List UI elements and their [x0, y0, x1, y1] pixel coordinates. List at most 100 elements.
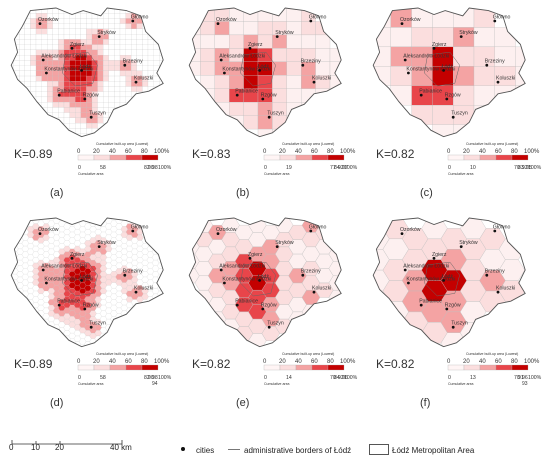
grid-cell	[47, 107, 53, 113]
city-dot-koluszki	[496, 290, 500, 294]
grid-cell	[114, 96, 121, 103]
city-label-konstantynow: Konstantynów Łódzki	[222, 277, 271, 283]
grid-cell	[52, 60, 59, 66]
grid-cell	[63, 112, 70, 118]
grid-cell	[108, 65, 115, 71]
grid-cell	[75, 117, 81, 124]
city-label-strykow: Stryków	[97, 240, 116, 246]
city-dot-glowno	[131, 19, 135, 23]
legend-built-tick: 60	[495, 359, 502, 365]
grid-cell	[131, 86, 137, 92]
city-label-tuszyn: Tuszyn	[89, 111, 106, 117]
grid-cell	[80, 86, 87, 92]
legend-swatch	[495, 364, 513, 371]
grid-cell	[91, 123, 98, 129]
legend-built-tick: 0	[77, 149, 81, 155]
grid-cell	[329, 88, 342, 103]
city-label-brzeziny: Brzeziny	[485, 59, 505, 65]
city-label-koluszki: Koluszki	[134, 286, 153, 292]
city-label-zgierz: Zgierz	[248, 42, 263, 48]
grid-cells	[189, 218, 342, 347]
legend-swatch	[141, 154, 159, 161]
grid-cell	[229, 34, 244, 49]
legend-built-tick: 100%	[340, 359, 356, 365]
city-label-strykow: Stryków	[97, 30, 116, 36]
grid-cell	[19, 65, 25, 71]
city-dot-rzgow	[83, 307, 87, 311]
grid-cell	[63, 102, 70, 108]
city-label-glowno: Głowno	[493, 15, 511, 21]
k-value: K=0.82	[376, 357, 415, 371]
legend-cum-100: 100%	[158, 375, 172, 381]
grid-cell	[75, 123, 81, 129]
grid-cell	[80, 81, 87, 87]
grid-cell	[35, 70, 42, 77]
grid-cell	[63, 96, 70, 103]
legend-cum-tick: 0	[448, 165, 451, 171]
city-label-pabianice: Pabianice	[235, 299, 258, 305]
grid-cell	[19, 49, 25, 56]
grid-cell	[243, 115, 259, 130]
city-dot-aleksandrow	[41, 268, 45, 272]
city-dot-strykow	[275, 35, 279, 38]
legend-cum-tick: 92	[338, 165, 344, 171]
grid-cell	[108, 13, 115, 19]
grid-cell	[257, 21, 273, 36]
key-metro: Łódź Metropolitan Area	[392, 446, 475, 455]
city-dot-zgierz	[70, 256, 74, 260]
legend-cum-100: 100%	[344, 375, 358, 381]
city-dot-rzgow	[445, 97, 449, 101]
city-label-aleksandrow: Aleksandrów Łódzki	[219, 264, 265, 270]
city-dot-pabianice	[419, 303, 423, 307]
grid-cell	[147, 65, 154, 71]
lodz-border	[62, 261, 98, 297]
grid-cell	[58, 81, 65, 87]
legend-built-tick: 40	[479, 359, 486, 365]
grid-cell	[142, 39, 149, 45]
k-value: K=0.89	[14, 147, 53, 161]
grid-cell	[30, 60, 37, 66]
metro-border	[188, 217, 342, 348]
grid-cell	[114, 75, 121, 82]
map-panel-e: Ozorków Głowno Stryków Zgierz Aleksandrów Łó…	[188, 217, 358, 409]
grid-cell	[108, 18, 115, 24]
grid-cell	[47, 75, 53, 82]
grid-cell	[286, 102, 302, 116]
legend-cum-tick: 0	[264, 375, 267, 381]
grid-cell	[41, 96, 48, 103]
grid-cell	[136, 81, 143, 87]
grid-cell	[52, 44, 59, 50]
grid-cell	[473, 105, 495, 125]
grid-cell	[58, 107, 65, 113]
grid-cell	[114, 55, 121, 61]
city-label-rzgow: Rzgów	[445, 303, 461, 309]
grid-cell	[69, 18, 76, 24]
grid-cell	[47, 39, 53, 45]
grid-cell	[47, 81, 53, 87]
legend-built-tick: 80	[511, 149, 518, 155]
grid-cell	[24, 28, 31, 35]
grid-cell	[103, 49, 109, 56]
legend-area-title: Cumulative area	[448, 172, 474, 176]
legend-built-tick: 80	[141, 149, 148, 155]
legend-built-title: Cumulative built-up area (Lowest)	[282, 352, 334, 356]
grid-cell	[125, 28, 132, 35]
city-label-lodz: Łódź	[258, 274, 270, 280]
scale-tick-10: 10	[31, 443, 40, 452]
city-label-tuszyn: Tuszyn	[267, 321, 284, 327]
legend-swatch	[93, 154, 111, 161]
grid-cell	[91, 55, 98, 61]
map-panel-b: Ozorków Głowno Stryków Zgierz Aleksandrów Łó…	[188, 7, 358, 199]
grid-cell	[125, 81, 132, 87]
legend-built-tick: 100%	[154, 149, 170, 155]
grid-cell	[125, 91, 132, 98]
grid-cell	[108, 81, 115, 87]
grid-cell	[69, 34, 76, 40]
city-label-tuszyn: Tuszyn	[89, 321, 106, 327]
city-dot-brzeziny	[123, 63, 127, 67]
grid-cell	[75, 18, 81, 24]
panel-label: (a)	[50, 187, 63, 199]
legend-built-tick: 100%	[154, 359, 170, 365]
grid-cell	[114, 44, 121, 50]
grid-cell	[91, 86, 98, 92]
